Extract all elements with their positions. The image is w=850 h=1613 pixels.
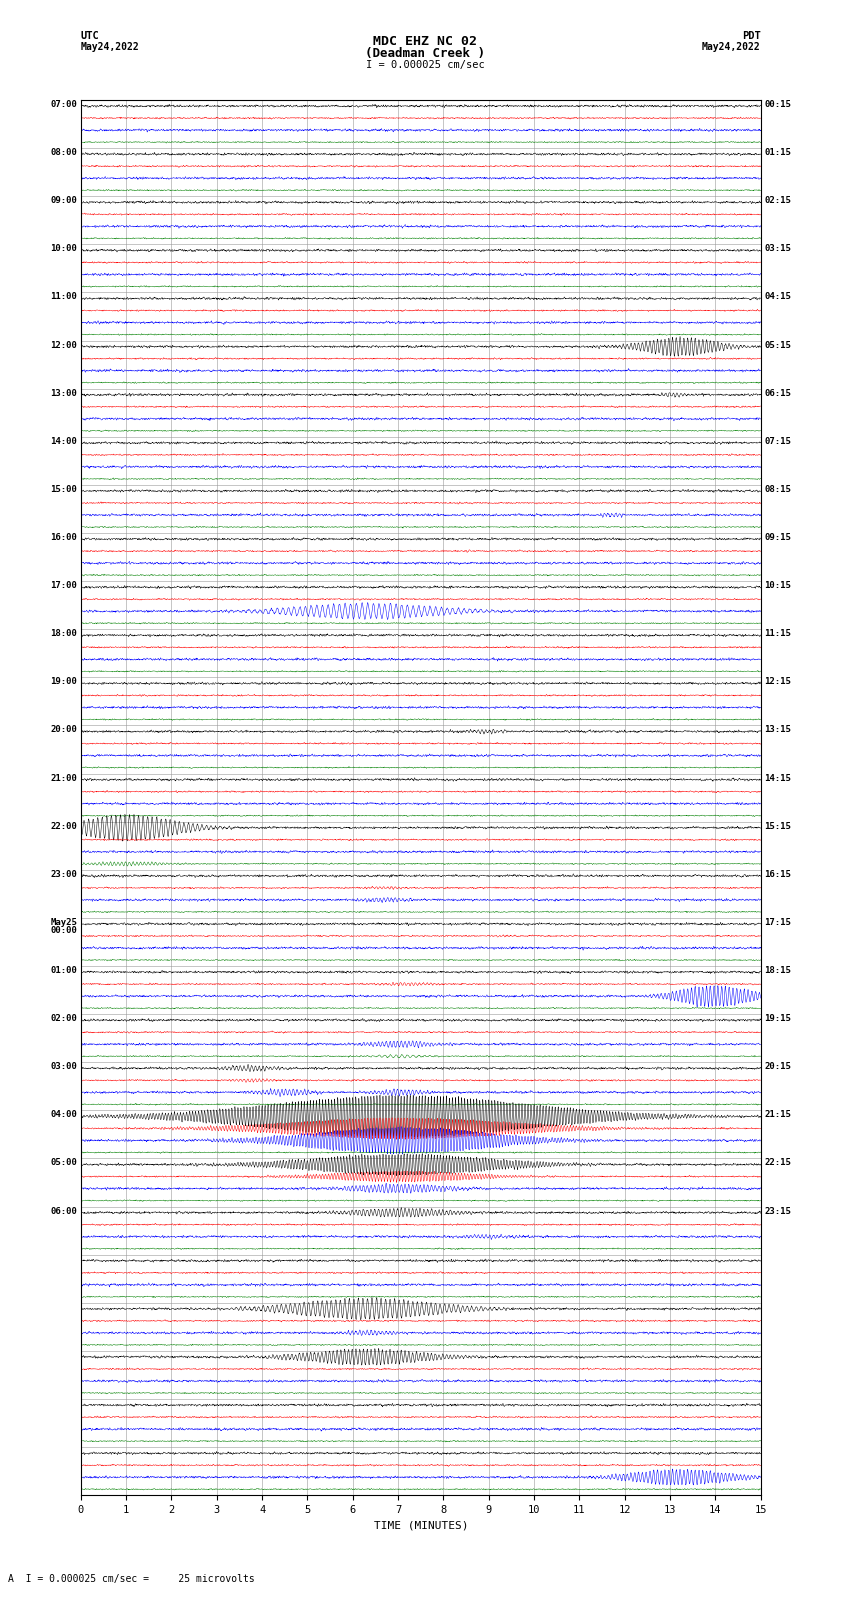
Text: 00:15: 00:15 <box>764 100 791 110</box>
Text: 23:15: 23:15 <box>764 1207 791 1216</box>
Text: 05:00: 05:00 <box>50 1158 77 1168</box>
X-axis label: TIME (MINUTES): TIME (MINUTES) <box>373 1521 468 1531</box>
Text: (Deadman Creek ): (Deadman Creek ) <box>365 47 485 60</box>
Text: 01:15: 01:15 <box>764 148 791 156</box>
Text: 05:15: 05:15 <box>764 340 791 350</box>
Text: 19:15: 19:15 <box>764 1015 791 1023</box>
Text: 19:00: 19:00 <box>50 677 77 687</box>
Text: 01:00: 01:00 <box>50 966 77 974</box>
Text: 07:00: 07:00 <box>50 100 77 110</box>
Text: 12:15: 12:15 <box>764 677 791 687</box>
Text: 11:00: 11:00 <box>50 292 77 302</box>
Text: 17:15: 17:15 <box>764 918 791 927</box>
Text: 08:15: 08:15 <box>764 486 791 494</box>
Text: 18:15: 18:15 <box>764 966 791 974</box>
Text: UTC: UTC <box>81 31 99 40</box>
Text: 03:15: 03:15 <box>764 244 791 253</box>
Text: 08:00: 08:00 <box>50 148 77 156</box>
Text: I = 0.000025 cm/sec: I = 0.000025 cm/sec <box>366 60 484 69</box>
Text: 14:15: 14:15 <box>764 774 791 782</box>
Text: 20:00: 20:00 <box>50 726 77 734</box>
Text: A  I = 0.000025 cm/sec =     25 microvolts: A I = 0.000025 cm/sec = 25 microvolts <box>8 1574 255 1584</box>
Text: 10:15: 10:15 <box>764 581 791 590</box>
Text: 14:00: 14:00 <box>50 437 77 445</box>
Text: 06:15: 06:15 <box>764 389 791 398</box>
Text: 16:15: 16:15 <box>764 869 791 879</box>
Text: 03:00: 03:00 <box>50 1063 77 1071</box>
Text: 15:15: 15:15 <box>764 821 791 831</box>
Text: MDC EHZ NC 02: MDC EHZ NC 02 <box>373 35 477 48</box>
Text: 07:15: 07:15 <box>764 437 791 445</box>
Text: May24,2022: May24,2022 <box>702 42 761 52</box>
Text: 21:00: 21:00 <box>50 774 77 782</box>
Text: May25
00:00: May25 00:00 <box>50 918 77 936</box>
Text: 16:00: 16:00 <box>50 532 77 542</box>
Text: 18:00: 18:00 <box>50 629 77 639</box>
Text: 12:00: 12:00 <box>50 340 77 350</box>
Text: 06:00: 06:00 <box>50 1207 77 1216</box>
Text: May24,2022: May24,2022 <box>81 42 139 52</box>
Text: 13:00: 13:00 <box>50 389 77 398</box>
Text: PDT: PDT <box>742 31 761 40</box>
Text: 02:15: 02:15 <box>764 197 791 205</box>
Text: 09:15: 09:15 <box>764 532 791 542</box>
Text: 09:00: 09:00 <box>50 197 77 205</box>
Text: 02:00: 02:00 <box>50 1015 77 1023</box>
Text: 22:15: 22:15 <box>764 1158 791 1168</box>
Text: 04:15: 04:15 <box>764 292 791 302</box>
Text: 13:15: 13:15 <box>764 726 791 734</box>
Text: 04:00: 04:00 <box>50 1110 77 1119</box>
Text: 10:00: 10:00 <box>50 244 77 253</box>
Text: 17:00: 17:00 <box>50 581 77 590</box>
Text: 22:00: 22:00 <box>50 821 77 831</box>
Text: 21:15: 21:15 <box>764 1110 791 1119</box>
Text: 11:15: 11:15 <box>764 629 791 639</box>
Text: 15:00: 15:00 <box>50 486 77 494</box>
Text: 23:00: 23:00 <box>50 869 77 879</box>
Text: 20:15: 20:15 <box>764 1063 791 1071</box>
